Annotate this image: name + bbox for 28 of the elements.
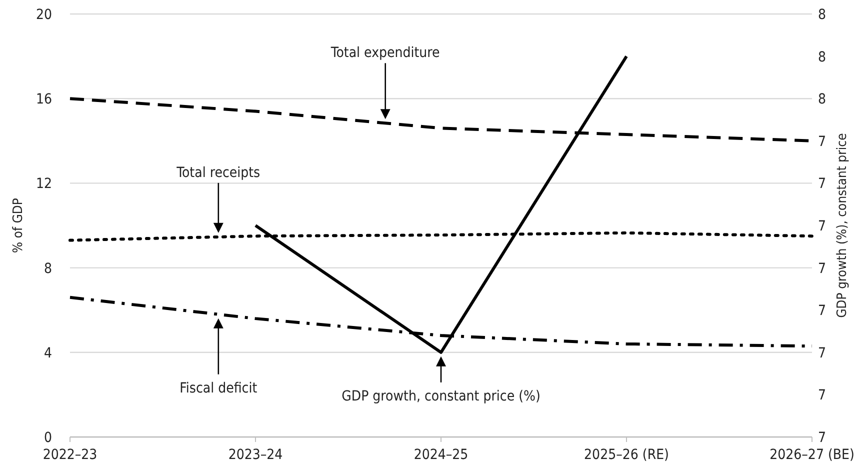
- y2-tick-label: 7: [818, 176, 826, 192]
- text: Total receipts: [176, 164, 260, 181]
- y2-tick-label: 8: [818, 49, 826, 66]
- y-tick-label: 8: [44, 260, 52, 277]
- y-tick-label: 4: [44, 345, 52, 362]
- x-tick-label: 2026–27 (BE): [770, 447, 854, 463]
- x-tick-label: 2024–25: [414, 447, 468, 463]
- text: Total expenditure: [330, 45, 440, 62]
- x-tick-label: 2025–26 (RE): [584, 447, 669, 463]
- y-tick-label: 12: [36, 176, 52, 192]
- y2-tick-label: 7: [818, 260, 826, 277]
- y2-tick-label: 7: [818, 218, 826, 234]
- y-tick-label: 16: [36, 92, 52, 108]
- y2-tick-label: 7: [818, 303, 826, 320]
- y2-tick-label: 7: [818, 134, 826, 150]
- y2-tick-label: 8: [818, 92, 826, 108]
- y2-tick-label: 8: [818, 7, 826, 23]
- y2-tick-label: 7: [818, 345, 826, 362]
- x-tick-label: 2022–23: [42, 447, 98, 463]
- y-tick-label: 20: [36, 7, 52, 23]
- y-axis-title: % of GDP: [11, 198, 26, 253]
- y2-axis-title: GDP growth (%), constant price: [835, 133, 850, 318]
- y2-tick-label: 7: [818, 388, 826, 404]
- y-tick-label: 0: [44, 430, 52, 446]
- text: Fiscal deficit: [180, 380, 258, 396]
- y2-tick-label: 7: [818, 430, 826, 446]
- legend-label: GDP growth, constant price (%): [342, 388, 540, 404]
- x-tick-label: 2023–24: [228, 447, 283, 463]
